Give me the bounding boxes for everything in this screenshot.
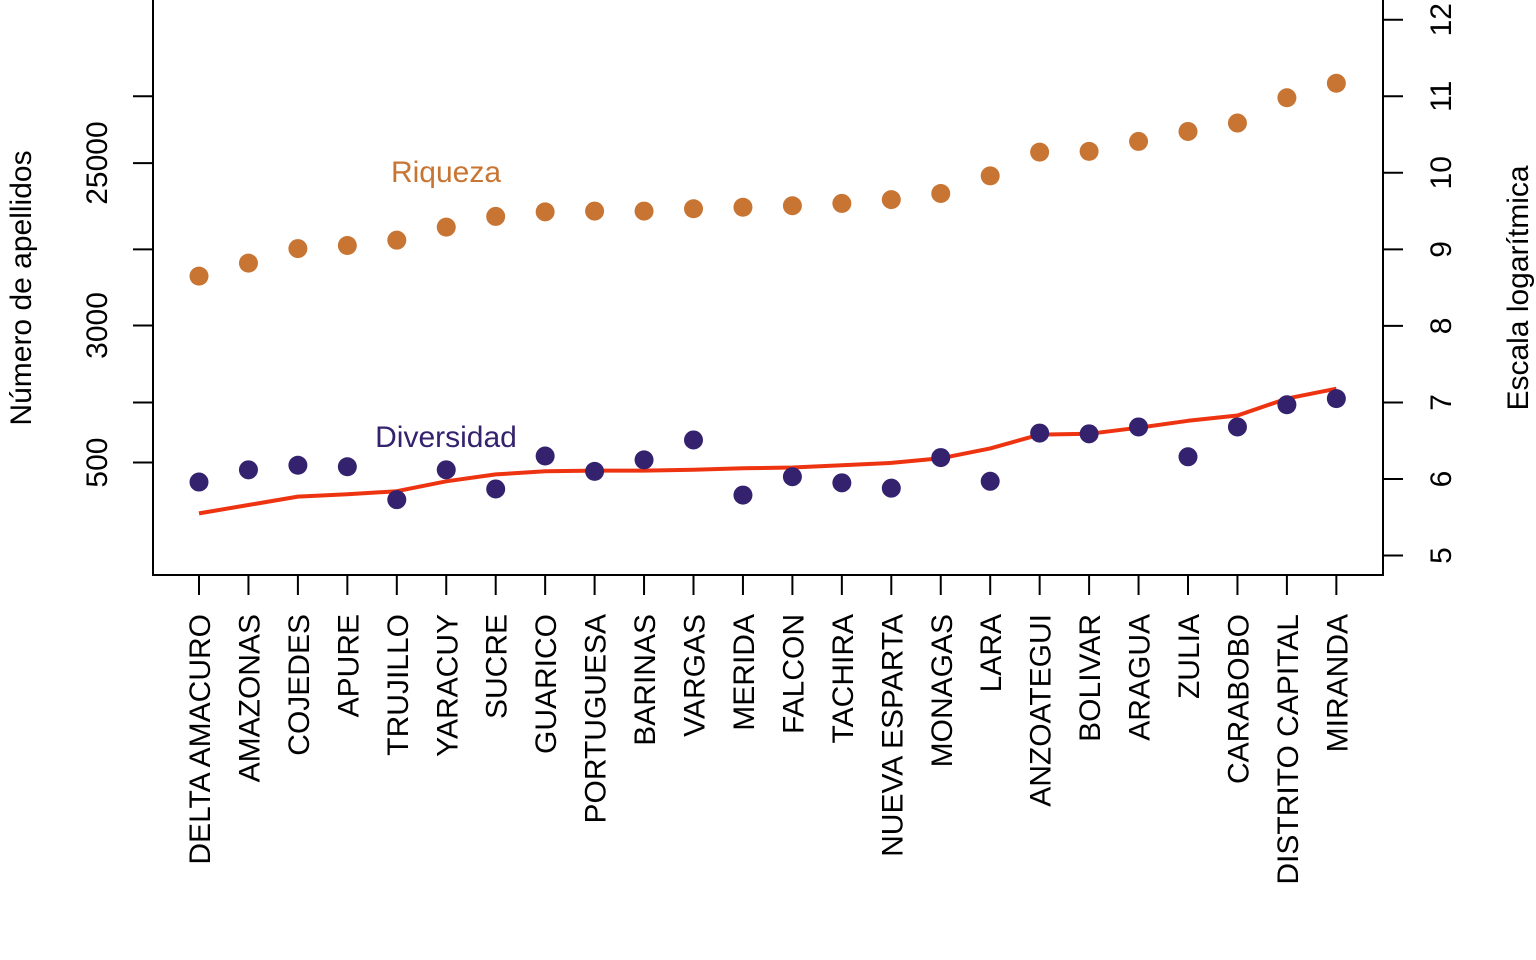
x-tick-label: FALCON — [777, 614, 810, 734]
riqueza-point — [486, 206, 506, 226]
x-tick-label: CARABOBO — [1222, 614, 1255, 784]
diversidad-point — [387, 490, 407, 510]
x-axis: DELTA AMACURO AMAZONAS COJEDES APURE TRUJILL… — [184, 574, 1354, 885]
riqueza-point — [832, 193, 852, 213]
x-tick-label: BOLIVAR — [1074, 614, 1107, 742]
series-label-diversidad: Diversidad — [375, 421, 517, 454]
x-tick-label: GUARICO — [530, 614, 563, 754]
x-tick-label: PORTUGUESA — [580, 614, 613, 824]
diversidad-point — [1277, 395, 1297, 415]
diversidad-point — [1227, 417, 1247, 437]
x-tick-label: NUEVA ESPARTA — [876, 614, 909, 857]
x-tick-label: DELTA AMACURO — [184, 614, 217, 865]
diversidad-point — [634, 450, 654, 470]
diversidad-point — [782, 467, 802, 487]
left-tick-label: 3000 — [81, 292, 114, 359]
diversidad-point — [288, 455, 308, 475]
x-tick-label: ARAGUA — [1124, 614, 1157, 741]
x-tick-label: MERIDA — [728, 614, 761, 731]
diversidad-point — [238, 460, 258, 480]
diversidad-point — [337, 457, 357, 477]
diversidad-point — [931, 448, 951, 468]
diversidad-point — [733, 485, 753, 505]
left-tick-label: 25000 — [81, 121, 114, 204]
riqueza-point — [1227, 113, 1247, 133]
diversidad-point — [1178, 447, 1198, 467]
diversidad-point — [980, 471, 1000, 491]
riqueza-point — [1277, 88, 1297, 108]
diversidad-point — [832, 473, 852, 493]
y2-axis-title: Escala logarítmica — [1502, 165, 1535, 410]
right-tick-label: 12 — [1425, 3, 1458, 36]
diversidad-point — [1129, 417, 1149, 437]
riqueza-point — [1326, 73, 1346, 93]
diversidad-point — [535, 446, 555, 466]
diversidad-point — [585, 461, 605, 481]
diversidad-point — [881, 478, 901, 498]
right-tick-label: 5 — [1425, 547, 1458, 564]
riqueza-point — [1030, 142, 1050, 162]
riqueza-point — [387, 230, 407, 250]
right-tick-label: 6 — [1425, 471, 1458, 488]
x-tick-label: ZULIA — [1173, 614, 1206, 699]
x-tick-label: AMAZONAS — [233, 614, 266, 782]
diversidad-point — [436, 460, 456, 480]
riqueza-point — [1129, 131, 1149, 151]
left-axis: 500 3000 25000 — [81, 95, 154, 488]
right-tick-label: 10 — [1425, 156, 1458, 189]
right-tick-label: 7 — [1425, 394, 1458, 411]
x-tick-label: ANZOATEGUI — [1025, 614, 1058, 807]
right-tick-label: 9 — [1425, 241, 1458, 258]
x-tick-label: DISTRITO CAPITAL — [1272, 614, 1305, 885]
right-tick-label: 11 — [1425, 81, 1458, 112]
riqueza-point — [337, 236, 357, 256]
riqueza-point — [238, 253, 258, 273]
riqueza-point — [684, 199, 703, 219]
x-tick-label: LARA — [975, 614, 1008, 692]
riqueza-point — [782, 196, 802, 216]
riqueza-point — [436, 217, 456, 237]
right-tick-label: 8 — [1425, 318, 1458, 335]
x-tick-label: BARINAS — [629, 614, 662, 746]
x-tick-label: SUCRE — [481, 614, 514, 719]
left-tick-label: 500 — [81, 438, 114, 488]
diversidad-point — [684, 430, 703, 450]
diversidad-point — [189, 472, 209, 492]
riqueza-point — [634, 201, 654, 221]
plot-frame — [152, 0, 1384, 576]
diversidad-point — [1079, 424, 1099, 444]
x-tick-label: YARACUY — [431, 614, 464, 757]
x-tick-label: MONAGAS — [926, 614, 959, 767]
trend-line — [198, 386, 1337, 516]
riqueza-point — [931, 183, 951, 203]
riqueza-point — [1178, 121, 1198, 141]
x-tick-label: TACHIRA — [827, 614, 860, 743]
diversidad-point — [1326, 389, 1346, 409]
riqueza-point — [1079, 141, 1099, 161]
x-tick-label: VARGAS — [679, 614, 712, 737]
riqueza-point — [189, 266, 209, 286]
x-tick-label: COJEDES — [283, 614, 316, 756]
series-label-riqueza: Riqueza — [391, 156, 501, 189]
riqueza-point — [585, 201, 605, 221]
series-layer — [189, 73, 1346, 516]
x-tick-label: APURE — [332, 614, 365, 717]
riqueza-point — [535, 202, 555, 222]
riqueza-point — [733, 197, 753, 217]
diversidad-point — [1030, 423, 1050, 443]
right-axis: 5 6 7 8 9 10 11 12 — [1382, 3, 1458, 564]
riqueza-point — [881, 190, 901, 210]
riqueza-point — [980, 166, 1000, 186]
x-tick-label: MIRANDA — [1321, 614, 1354, 752]
diversidad-point — [486, 479, 506, 499]
y-axis-title: Número de apellidos — [5, 150, 38, 425]
x-tick-label: TRUJILLO — [382, 614, 415, 756]
riqueza-point — [288, 239, 308, 259]
